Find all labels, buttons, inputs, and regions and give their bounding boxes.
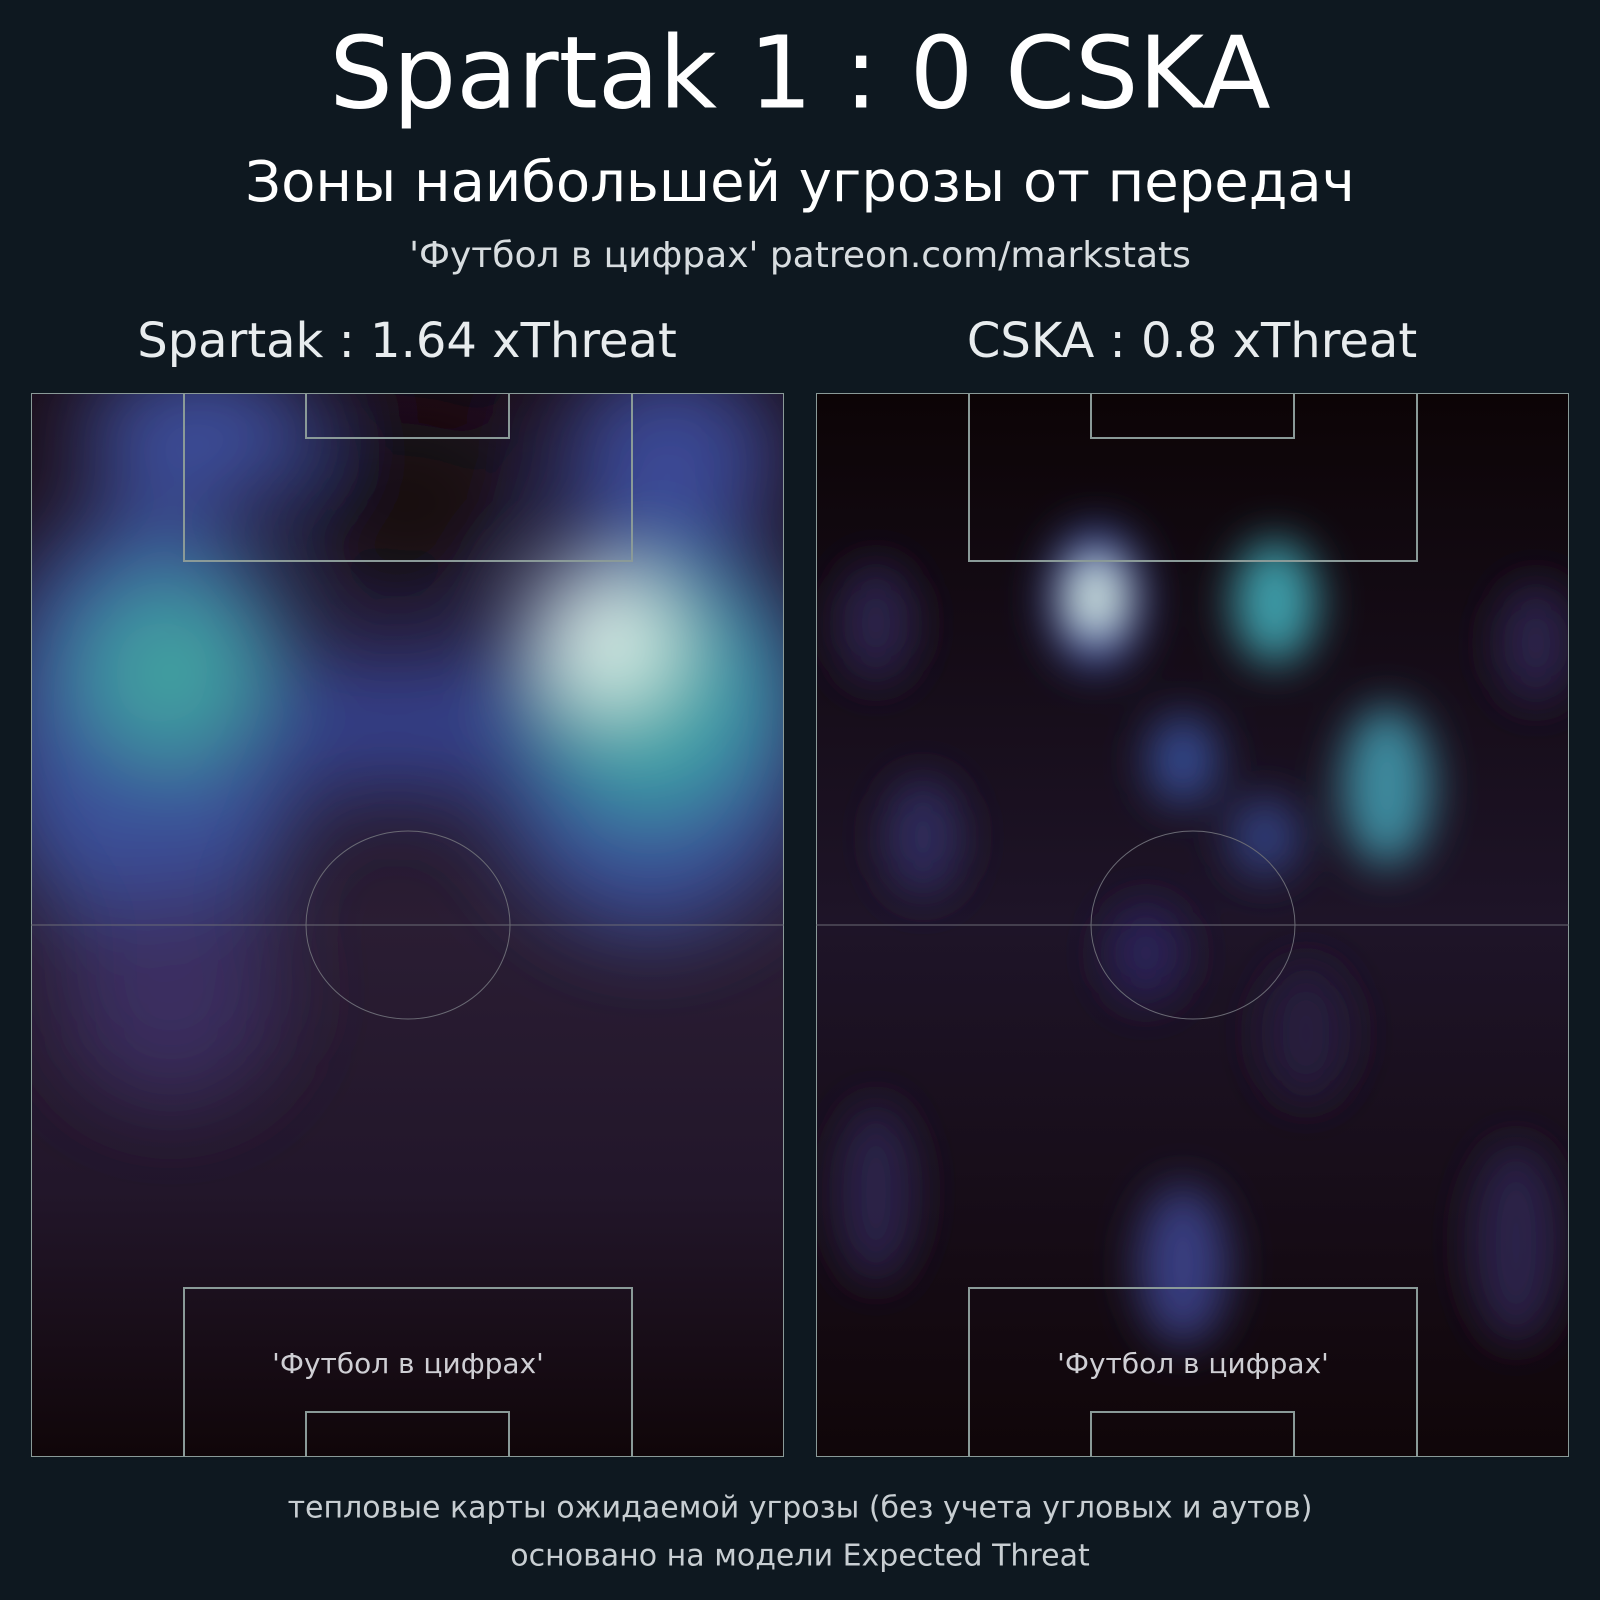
title: Spartak 1 : 0 CSKA <box>329 14 1270 131</box>
watermark: 'Футбол в цифрах' <box>272 1347 544 1380</box>
pitch: 'Футбол в цифрах' <box>31 393 784 1457</box>
panel-title: Spartak : 1.64 xThreat <box>137 313 677 369</box>
footer-line: тепловые карты ожидаемой угрозы (без уче… <box>288 1491 1313 1526</box>
pitch: 'Футбол в цифрах' <box>816 393 1569 1457</box>
credit: 'Футбол в цифрах' patreon.com/markstats <box>409 235 1191 276</box>
panel-title: CSKA : 0.8 xThreat <box>967 313 1417 369</box>
watermark: 'Футбол в цифрах' <box>1057 1347 1329 1380</box>
subtitle: Зоны наибольшей угрозы от передач <box>245 150 1355 215</box>
footer-line: основано на модели Expected Threat <box>510 1539 1090 1574</box>
